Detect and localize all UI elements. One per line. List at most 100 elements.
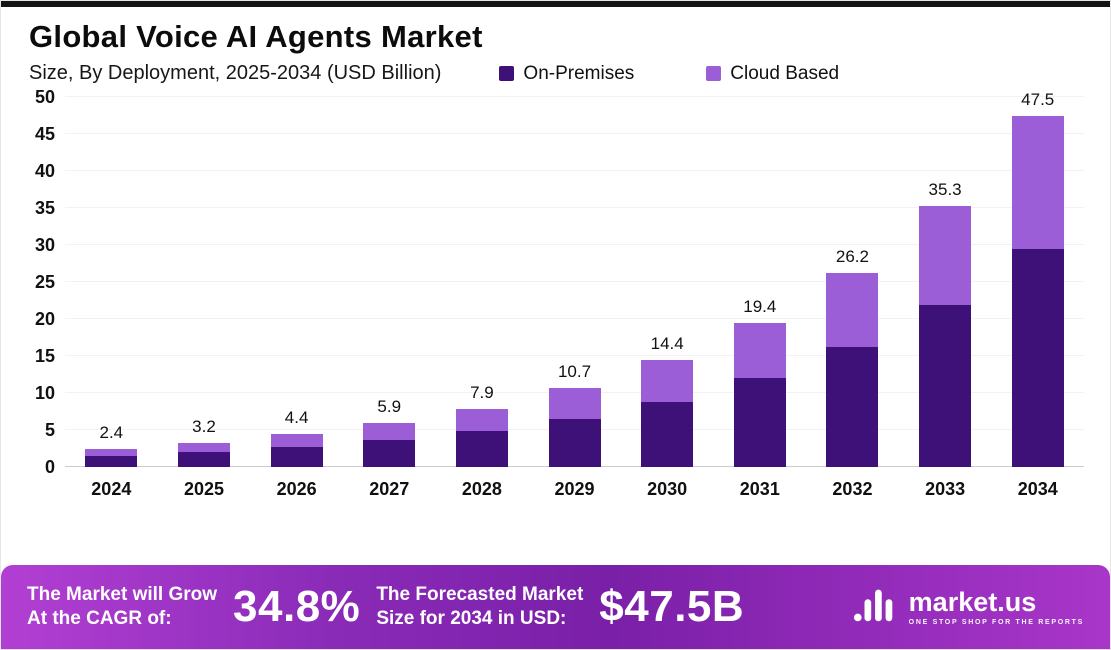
bar-column: 2.4 bbox=[65, 423, 158, 467]
bar-segment-on-premises bbox=[177, 452, 230, 467]
bar-segment-on-premises bbox=[548, 418, 601, 467]
bar-segment-on-premises bbox=[455, 431, 508, 467]
bar-stack bbox=[826, 273, 879, 467]
bar-segment-on-premises bbox=[826, 347, 879, 467]
y-axis: 0 5 10 15 20 25 30 35 40 45 50 bbox=[15, 87, 65, 477]
x-axis-label: 2028 bbox=[461, 479, 502, 499]
gridline bbox=[65, 318, 1084, 319]
legend-label: Cloud Based bbox=[730, 62, 840, 84]
y-tick-label: 5 bbox=[44, 420, 55, 440]
x-axis-label: 2026 bbox=[276, 479, 317, 499]
bar-segment-on-premises bbox=[363, 440, 416, 467]
bar-column: 3.2 bbox=[158, 417, 251, 467]
y-tick-label: 10 bbox=[34, 383, 55, 403]
top-border-strip bbox=[1, 1, 1110, 7]
forecast-value: $47.5B bbox=[599, 582, 745, 631]
bar-segment-cloud-based bbox=[826, 273, 879, 348]
y-tick-label: 45 bbox=[34, 124, 55, 144]
bar-stack bbox=[733, 323, 786, 467]
gridline bbox=[65, 170, 1084, 171]
x-axis-label: 2025 bbox=[183, 479, 224, 499]
y-tick-label: 35 bbox=[34, 198, 55, 218]
y-tick-label: 0 bbox=[44, 457, 55, 477]
bar-segment-cloud-based bbox=[363, 423, 416, 441]
y-tick-label: 30 bbox=[34, 235, 55, 255]
bar-segment-on-premises bbox=[641, 401, 694, 467]
bar-stack bbox=[641, 360, 694, 467]
bar-segment-on-premises bbox=[1011, 248, 1064, 467]
marketus-logo-icon bbox=[853, 585, 899, 630]
forecast-label-line2: Size for 2034 in USD: bbox=[376, 608, 567, 629]
bar-segment-on-premises bbox=[733, 378, 786, 467]
bar-column: 47.5 bbox=[991, 90, 1084, 467]
bar-column: 14.4 bbox=[621, 334, 714, 467]
gridline bbox=[65, 355, 1084, 356]
brand-tagline: ONE STOP SHOP FOR THE REPORTS bbox=[908, 618, 1084, 626]
x-axis-label: 2033 bbox=[925, 479, 966, 499]
bar-total-label: 26.2 bbox=[835, 247, 869, 267]
y-tick-label: 15 bbox=[34, 346, 55, 366]
bar-segment-cloud-based bbox=[270, 434, 323, 448]
bar-stack bbox=[85, 449, 138, 467]
bar-column: 10.7 bbox=[528, 362, 621, 467]
gridline bbox=[65, 207, 1084, 208]
cagr-label: The Market will Grow At the CAGR of: bbox=[27, 583, 217, 632]
bar-stack bbox=[455, 408, 508, 467]
y-tick-label: 40 bbox=[34, 161, 55, 181]
subtitle-row: Size, By Deployment, 2025-2034 (USD Bill… bbox=[29, 62, 1082, 85]
y-tick-label: 50 bbox=[34, 87, 55, 107]
bar-segment-on-premises bbox=[919, 304, 972, 467]
legend-label: On-Premises bbox=[523, 62, 635, 84]
bar-total-label: 2.4 bbox=[99, 423, 124, 443]
bar-column: 26.2 bbox=[806, 247, 899, 467]
plot-area: 2.4 3.2 4.4 5.9 7.9 10.7 14.4 19.4 26.2 35.3 47.5 bbox=[65, 90, 1084, 467]
forecast-label: The Forecasted Market Size for 2034 in U… bbox=[376, 583, 583, 632]
brand-name: market.us bbox=[908, 586, 1037, 617]
x-axis-label: 2030 bbox=[647, 479, 688, 499]
y-tick-label: 20 bbox=[34, 309, 55, 329]
bar-segment-cloud-based bbox=[919, 205, 972, 305]
legend-item-cloud-based: Cloud Based bbox=[706, 63, 839, 85]
bar-segment-cloud-based bbox=[177, 443, 230, 453]
bar-segment-cloud-based bbox=[733, 323, 786, 379]
bar-total-label: 19.4 bbox=[743, 297, 777, 317]
legend-swatch bbox=[706, 66, 722, 81]
x-axis-label: 2034 bbox=[1017, 479, 1058, 499]
chart-header: Global Voice AI Agents Market Size, By D… bbox=[1, 7, 1110, 85]
x-axis: 2024 2025 2026 2027 2028 2029 2030 2031 2032 2033… bbox=[65, 479, 1084, 500]
bar-column: 19.4 bbox=[713, 297, 806, 467]
plot-wrap: 2.4 3.2 4.4 5.9 7.9 10.7 14.4 19.4 26.2 35.3 47.5 … bbox=[65, 90, 1084, 500]
bar-segment-cloud-based bbox=[548, 387, 601, 419]
legend-swatch bbox=[499, 66, 515, 81]
y-tick-label: 25 bbox=[34, 272, 55, 292]
bar-total-label: 7.9 bbox=[470, 382, 494, 402]
stacked-bar-chart: 0 5 10 15 20 25 30 35 40 45 50 2.4 3.2 4.4 5.9 7.9 10.7… bbox=[1, 85, 1110, 500]
bottom-banner: The Market will Grow At the CAGR of: 34.… bbox=[1, 565, 1110, 649]
bar-stack bbox=[177, 443, 230, 467]
x-axis-label: 2024 bbox=[91, 479, 132, 499]
cagr-label-line1: The Market will Grow bbox=[27, 583, 218, 605]
gridline bbox=[65, 96, 1084, 97]
cagr-value: 34.8% bbox=[233, 582, 361, 631]
bar-total-label: 35.3 bbox=[928, 179, 962, 199]
bar-column: 4.4 bbox=[250, 408, 343, 467]
x-axis-label: 2029 bbox=[554, 479, 595, 499]
bar-column: 5.9 bbox=[343, 397, 436, 467]
bar-stack bbox=[363, 423, 416, 467]
cagr-label-line2: At the CAGR of: bbox=[27, 608, 172, 629]
bar-stack bbox=[270, 434, 323, 467]
chart-title: Global Voice AI Agents Market bbox=[29, 19, 483, 54]
bar-segment-cloud-based bbox=[641, 360, 694, 402]
bar-segment-on-premises bbox=[270, 447, 323, 467]
legend: On-Premises Cloud Based bbox=[499, 63, 839, 85]
bar-segment-cloud-based bbox=[85, 449, 138, 456]
bar-segment-cloud-based bbox=[455, 408, 508, 432]
bar-total-label: 47.5 bbox=[1021, 89, 1055, 109]
bar-total-label: 10.7 bbox=[557, 361, 592, 381]
forecast-label-line1: The Forecasted Market bbox=[376, 583, 584, 605]
bar-total-label: 5.9 bbox=[377, 397, 402, 417]
x-axis-label: 2032 bbox=[832, 479, 873, 499]
gridline bbox=[65, 281, 1084, 282]
marketus-logo: market.us ONE STOP SHOP FOR THE REPORTS bbox=[853, 585, 1084, 630]
